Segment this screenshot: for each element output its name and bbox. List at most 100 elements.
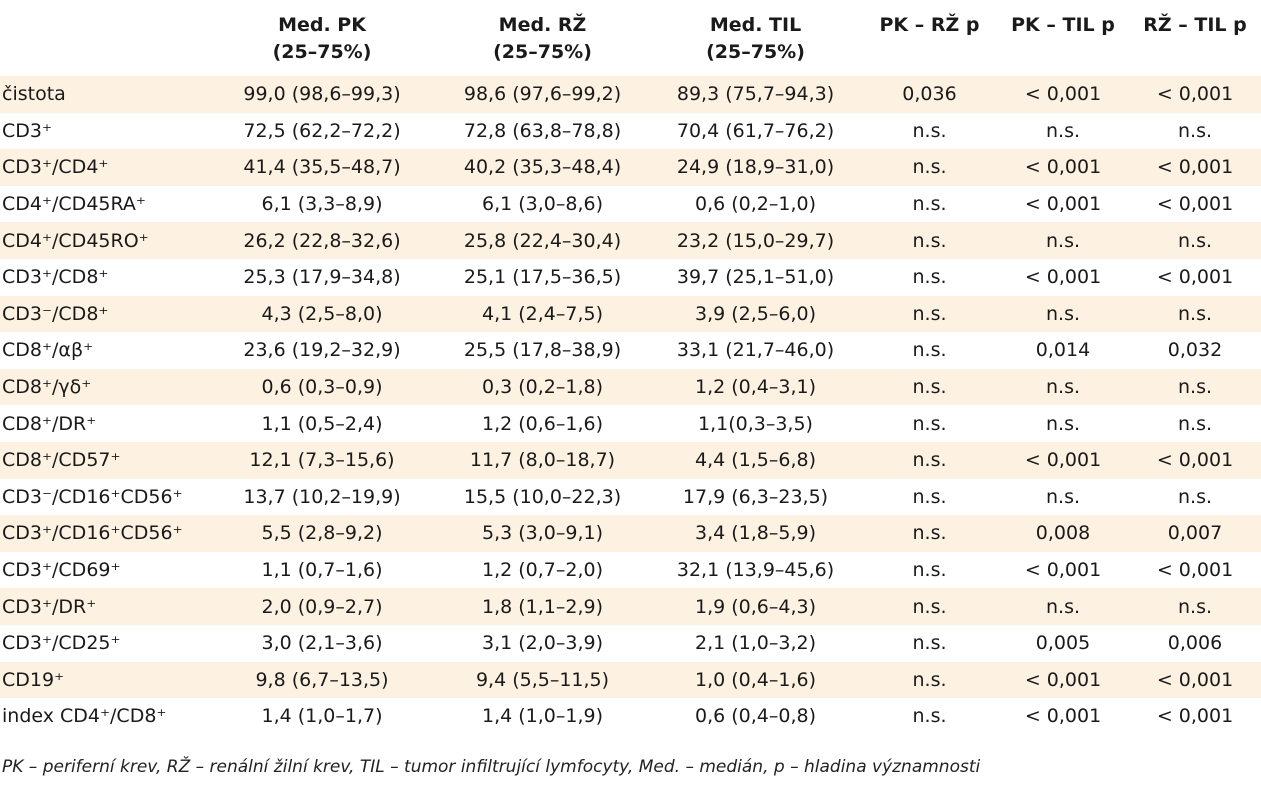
table-cell: 1,0 (0,4–1,6) <box>649 661 862 699</box>
table-cell: n.s. <box>997 295 1129 333</box>
column-header: RŽ – TIL p <box>1143 14 1247 36</box>
table-cell: 25,3 (17,9–34,8) <box>243 266 401 289</box>
table-cell: 3,0 (2,1–3,6) <box>261 632 383 655</box>
table-row: CD8⁺/CD57⁺ 12,1 (7,3–15,6) 11,7 (8,0–18,7)… <box>0 441 1261 479</box>
table-cell: 0,008 <box>997 515 1129 552</box>
row-label: čistota <box>0 76 208 113</box>
table-row: CD3⁺/CD69⁺ 1,1 (0,7–1,6) 1,2 (0,7–2,0) 32,1… <box>0 552 1261 589</box>
column-header: PK – TIL p <box>1011 14 1115 36</box>
table-cell: 1,2 (0,7–2,0) <box>481 559 603 582</box>
table-cell: 23,6 (19,2–32,9) <box>243 339 401 362</box>
table-cell: n.s. <box>862 222 997 259</box>
table-cell: < 0,001 <box>1129 661 1261 699</box>
table-cell: 70,4 (61,7–76,2) <box>676 119 835 142</box>
table-cell: 1,1 (0,5–2,4) <box>261 412 383 435</box>
row-label: CD3⁺/CD16⁺CD56⁺ <box>0 515 208 552</box>
table-cell: 17,9 (6,3–23,5) <box>682 485 829 508</box>
row-label: CD8⁺/DR⁺ <box>2 412 97 435</box>
table-cell: n.s. <box>1177 119 1213 142</box>
table-cell: 13,7 (10,2–19,9) <box>243 485 401 508</box>
table-row: čistota 99,0 (98,6–99,3) 98,6 (97,6–99,2) 8… <box>0 76 1261 113</box>
table-cell: n.s. <box>1129 368 1261 406</box>
row-label: CD3⁺/CD8⁺ <box>2 266 109 289</box>
table-cell: 1,4 (1,0–1,9) <box>481 705 603 728</box>
table-cell: n.s. <box>997 222 1129 259</box>
table-cell: < 0,001 <box>997 661 1129 699</box>
table-cell: n.s. <box>1045 119 1081 142</box>
table-cell: 3,1 (2,0–3,9) <box>481 632 603 655</box>
table-cell: < 0,001 <box>1024 705 1102 728</box>
table-cell: < 0,001 <box>1156 559 1234 582</box>
table-cell: 11,7 (8,0–18,7) <box>436 441 649 479</box>
table-cell: 72,5 (62,2–72,2) <box>243 119 401 142</box>
table-cell: n.s. <box>912 485 947 508</box>
row-label: CD8⁺/αβ⁺ <box>2 339 94 362</box>
table-cell: n.s. <box>997 588 1129 625</box>
table-cell: 25,8 (22,4–30,4) <box>436 222 649 259</box>
table-cell: 98,6 (97,6–99,2) <box>436 76 649 113</box>
table-cell: 0,006 <box>1167 632 1223 655</box>
table-cell: 12,1 (7,3–15,6) <box>208 441 436 479</box>
table-cell: 4,4 (1,5–6,8) <box>649 441 862 479</box>
table-body: čistota 99,0 (98,6–99,3) 98,6 (97,6–99,2) 8… <box>0 76 1261 735</box>
table-row: CD3⁺/CD16⁺CD56⁺ 5,5 (2,8–9,2) 5,3 (3,0–9,1… <box>0 515 1261 552</box>
table-cell: 15,5 (10,0–22,3) <box>463 485 622 508</box>
table-cell: < 0,001 <box>1156 705 1234 728</box>
table-cell: n.s. <box>912 559 947 582</box>
column-header: Med. PK (25–75%) <box>272 14 372 63</box>
table-cell: 99,0 (98,6–99,3) <box>208 76 436 113</box>
table-cell: 23,2 (15,0–29,7) <box>649 222 862 259</box>
table-header: Med. PK (25–75%) Med. RŽ (25–75%) Med. TIL (2… <box>0 2 1261 76</box>
row-label: CD3⁺/DR⁺ <box>0 588 208 625</box>
table-cell: n.s. <box>1177 412 1213 435</box>
table-row: CD3⁻/CD8⁺ 4,3 (2,5–8,0) 4,1 (2,4–7,5) 3,9 (… <box>0 295 1261 333</box>
table-cell: < 0,001 <box>1129 441 1261 479</box>
table-cell: n.s. <box>1129 222 1261 259</box>
results-table: Med. PK (25–75%) Med. RŽ (25–75%) Med. TIL (2… <box>0 2 1261 735</box>
table-cell: n.s. <box>862 295 997 333</box>
table-cell: 1,2 (0,6–1,6) <box>481 412 603 435</box>
table-cell: 32,1 (13,9–45,6) <box>676 559 835 582</box>
table-row: CD8⁺/αβ⁺ 23,6 (19,2–32,9) 25,5 (17,8–38,9)… <box>0 332 1261 369</box>
table-row: CD3⁺ 72,5 (62,2–72,2) 72,8 (63,8–78,8) 70,4… <box>0 113 1261 150</box>
table-cell: n.s. <box>862 515 997 552</box>
table-cell: 4,3 (2,5–8,0) <box>208 295 436 333</box>
column-header: PK – RŽ p <box>879 14 980 36</box>
table-cell: 1,1(0,3–3,5) <box>698 412 813 435</box>
row-label: CD3⁻/CD8⁺ <box>0 295 208 333</box>
table-cell: n.s. <box>912 412 947 435</box>
table-cell: 4,1 (2,4–7,5) <box>436 295 649 333</box>
column-header: Med. TIL (25–75%) <box>706 14 805 63</box>
table-cell: 6,1 (3,3–8,9) <box>261 193 383 216</box>
row-label: CD4⁺/CD45RO⁺ <box>0 222 208 259</box>
table-cell: < 0,001 <box>997 441 1129 479</box>
table-row: CD4⁺/CD45RO⁺ 26,2 (22,8–32,6) 25,8 (22,4–3… <box>0 222 1261 259</box>
table-cell: 1,1 (0,7–1,6) <box>261 559 383 582</box>
table-cell: 9,4 (5,5–11,5) <box>436 661 649 699</box>
table-cell: n.s. <box>862 368 997 406</box>
table-cell: n.s. <box>912 705 947 728</box>
table-cell: < 0,001 <box>1024 193 1102 216</box>
row-label: CD3⁺/CD4⁺ <box>0 149 208 186</box>
table-cell: n.s. <box>1129 295 1261 333</box>
table-cell: n.s. <box>912 119 947 142</box>
table-footnote: PK – periferní krev, RŽ – renální žilní … <box>2 757 981 777</box>
table-cell: n.s. <box>1045 412 1081 435</box>
table-cell: 1,8 (1,1–2,9) <box>436 588 649 625</box>
row-label: CD8⁺/γδ⁺ <box>0 368 208 406</box>
header-cell-empty <box>0 2 208 76</box>
table-row: CD3⁺/DR⁺ 2,0 (0,9–2,7) 1,8 (1,1–2,9) 1,9 (0… <box>0 588 1261 625</box>
row-label: CD3⁺/CD25⁺ <box>2 632 121 655</box>
table-cell: < 0,001 <box>1024 266 1102 289</box>
table-row: CD8⁺/γδ⁺ 0,6 (0,3–0,9) 0,3 (0,2–1,8) 1,2 (0… <box>0 368 1261 406</box>
table-cell: 0,6 (0,3–0,9) <box>208 368 436 406</box>
table-row: CD3⁺/CD8⁺ 25,3 (17,9–34,8) 25,1 (17,5–36,5… <box>0 259 1261 296</box>
table-cell: 40,2 (35,3–48,4) <box>436 149 649 186</box>
table-cell: 25,5 (17,8–38,9) <box>463 339 622 362</box>
table-cell: < 0,001 <box>997 149 1129 186</box>
table-cell: 0,036 <box>862 76 997 113</box>
table-cell: 0,3 (0,2–1,8) <box>436 368 649 406</box>
table-cell: 6,1 (3,0–8,6) <box>481 193 603 216</box>
table-cell: n.s. <box>912 632 947 655</box>
table-cell: 3,4 (1,8–5,9) <box>649 515 862 552</box>
